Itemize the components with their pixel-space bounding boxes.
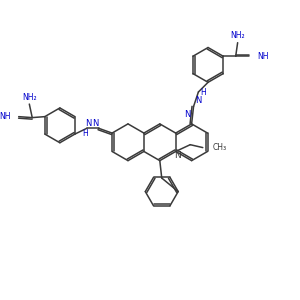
Text: N: N (92, 119, 99, 128)
Text: H: H (200, 88, 206, 98)
Text: NH: NH (0, 112, 11, 121)
Text: N: N (174, 151, 181, 160)
Text: NH₂: NH₂ (22, 93, 37, 102)
Text: N: N (85, 119, 91, 128)
Text: N: N (184, 110, 191, 119)
Text: CH₃: CH₃ (212, 143, 226, 152)
Text: NH₂: NH₂ (230, 32, 245, 40)
Text: H: H (82, 129, 88, 138)
Text: NH: NH (257, 52, 269, 61)
Text: N: N (195, 96, 202, 105)
